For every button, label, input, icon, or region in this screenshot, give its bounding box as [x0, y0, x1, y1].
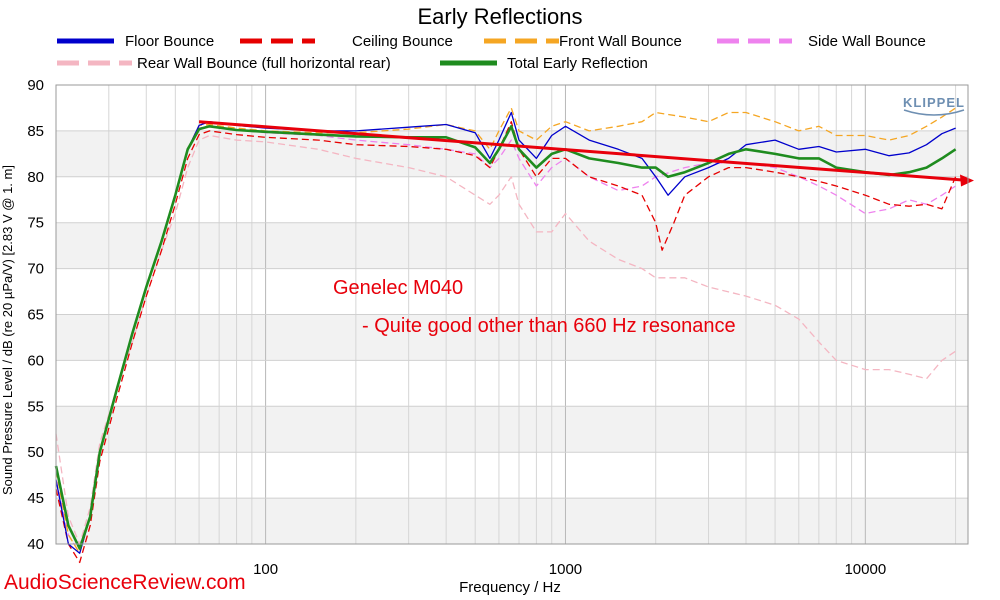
plot-grid	[55, 84, 968, 545]
annotation-comment: - Quite good other than 660 Hz resonance	[362, 315, 736, 337]
x-tick-label: 100	[253, 561, 278, 578]
x-tick-label: 1000	[549, 561, 582, 578]
trend-arrow-shaft	[198, 120, 965, 182]
series-line-ceiling-bounce	[55, 121, 957, 564]
klippel-logo: KLIPPEL	[903, 95, 965, 116]
trend-arrow-head	[960, 174, 974, 187]
y-tick-label: 75	[27, 215, 44, 232]
grid-band	[56, 222, 968, 269]
y-tick-label: 80	[27, 169, 44, 186]
series-line-total-early-reflection	[54, 125, 957, 550]
grid-band	[56, 314, 968, 361]
legend-label: Ceiling Bounce	[352, 33, 453, 50]
y-tick-label: 50	[27, 444, 44, 461]
legend: Floor Bounce Ceiling Bounce Front Wall Bou…	[57, 33, 926, 72]
x-axis-label: Frequency / Hz	[459, 579, 561, 596]
y-tick-label: 70	[27, 261, 44, 278]
plot-frame	[55, 84, 969, 545]
legend-label: Side Wall Bounce	[808, 33, 926, 50]
chart-title: Early Reflections	[417, 4, 582, 29]
series-lines	[54, 107, 957, 564]
legend-label: Floor Bounce	[125, 33, 214, 50]
series-line-rear-wall-bounce-full-horizontal-rear	[55, 134, 956, 545]
svg-text:KLIPPEL: KLIPPEL	[903, 95, 965, 110]
x-tick-labels: 100 1000 10000	[253, 561, 886, 578]
legend-label: Total Early Reflection	[507, 55, 648, 72]
grid-band	[56, 406, 968, 453]
trend-arrow	[198, 120, 974, 187]
y-axis-label: Sound Pressure Level / dB (re 20 µPa/V) …	[0, 165, 15, 495]
legend-label: Rear Wall Bounce (full horizontal rear)	[137, 55, 391, 72]
y-tick-label: 45	[27, 490, 44, 507]
legend-label: Front Wall Bounce	[559, 33, 682, 50]
series-line-side-wall-bounce	[55, 125, 956, 554]
y-tick-label: 40	[27, 536, 44, 553]
y-tick-label: 90	[27, 77, 44, 94]
y-tick-label: 85	[27, 123, 44, 140]
y-tick-labels: 40 45 50 55 60 65 70 75 80 85 90	[27, 77, 44, 553]
y-tick-label: 60	[27, 352, 44, 369]
x-tick-label: 10000	[844, 561, 886, 578]
grid-band	[56, 498, 968, 544]
watermark: AudioScienceReview.com	[4, 571, 246, 594]
y-tick-label: 55	[27, 398, 44, 415]
annotation-model: Genelec M040	[333, 277, 463, 299]
plot-background-bands	[56, 130, 968, 544]
y-tick-label: 65	[27, 307, 44, 324]
